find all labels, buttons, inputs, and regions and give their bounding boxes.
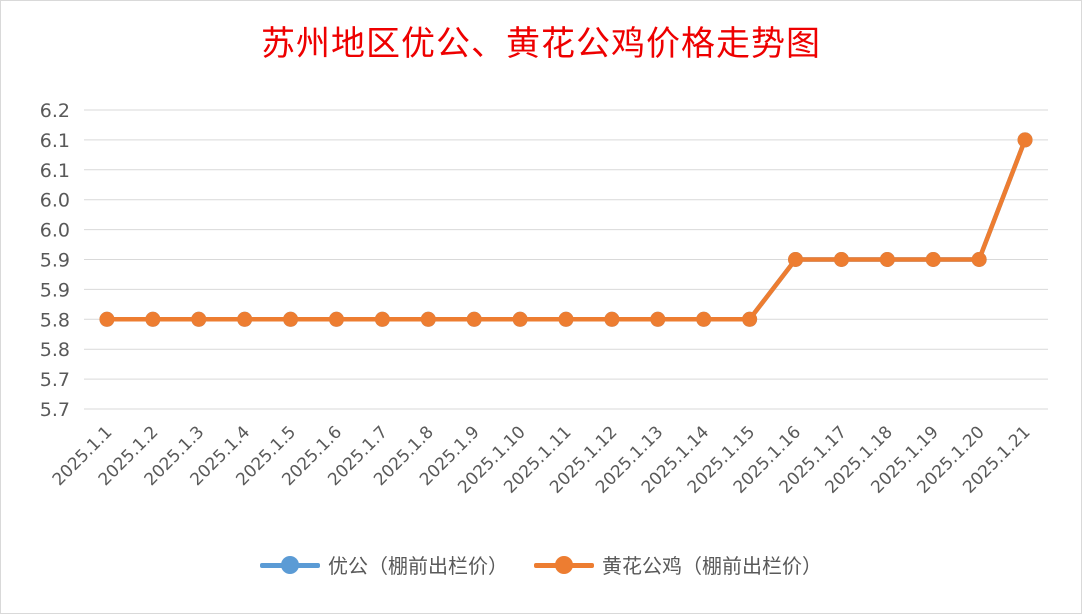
y-tick-label: 5.7 (40, 369, 70, 391)
data-point[interactable] (466, 311, 482, 327)
data-point[interactable] (99, 311, 115, 327)
legend-item-yougong[interactable]: 优公（棚前出栏价） (260, 550, 508, 579)
y-tick-label: 6.1 (40, 160, 70, 182)
y-tick-label: 5.8 (40, 339, 70, 361)
data-point[interactable] (879, 252, 895, 267)
x-axis-ticks: 2025.1.12025.1.22025.1.32025.1.42025.1.5… (49, 422, 1035, 497)
y-tick-label: 5.7 (40, 399, 70, 421)
data-point[interactable] (650, 311, 666, 327)
legend-item-huanghua[interactable]: 黄花公鸡（棚前出栏价） (534, 550, 822, 579)
legend-label-yougong: 优公（棚前出栏价） (328, 554, 508, 578)
data-point[interactable] (328, 311, 344, 327)
data-point[interactable] (788, 252, 804, 267)
y-tick-label: 6.2 (40, 100, 70, 122)
gridlines (84, 109, 1048, 410)
y-tick-label: 5.9 (40, 250, 70, 272)
data-point[interactable] (833, 252, 849, 267)
y-axis-ticks: 5.7 5.7 5.8 5.8 5.9 5.9 6.0 6.0 6.1 6.1 6.2 (40, 100, 70, 421)
data-point[interactable] (696, 311, 712, 327)
data-point[interactable] (971, 252, 987, 267)
legend-label-huanghua: 黄花公鸡（棚前出栏价） (602, 554, 822, 578)
data-point[interactable] (374, 311, 390, 327)
data-point[interactable] (283, 311, 299, 327)
series-layer (99, 132, 1033, 327)
data-point[interactable] (742, 311, 758, 327)
data-point[interactable] (191, 311, 207, 327)
legend-swatch-huanghua (534, 555, 594, 574)
y-tick-label: 6.0 (40, 220, 70, 242)
data-point[interactable] (145, 311, 161, 327)
data-point[interactable] (558, 311, 574, 327)
data-point[interactable] (1017, 132, 1033, 148)
legend: 优公（棚前出栏价） 黄花公鸡（棚前出栏价） (0, 550, 1082, 579)
data-point[interactable] (512, 311, 528, 327)
data-point[interactable] (420, 311, 436, 327)
data-point[interactable] (604, 311, 620, 327)
y-tick-label: 5.8 (40, 309, 70, 331)
y-tick-label: 6.0 (40, 190, 70, 212)
chart-title: 苏州地区优公、黄花公鸡价格走势图 (261, 24, 821, 64)
legend-swatch-yougong (260, 555, 320, 574)
y-tick-label: 5.9 (40, 279, 70, 301)
series-1 (99, 132, 1033, 327)
y-tick-label: 6.1 (40, 130, 70, 152)
data-point[interactable] (237, 311, 253, 327)
data-point[interactable] (925, 252, 941, 267)
